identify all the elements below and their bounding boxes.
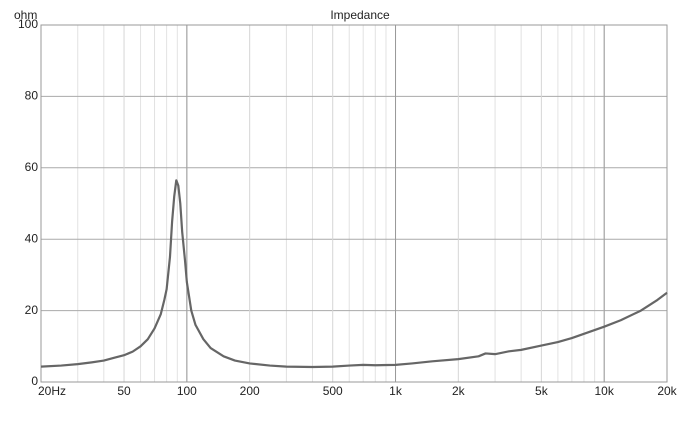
x-tick-label: 20k <box>657 384 677 398</box>
plot-border <box>40 24 668 383</box>
impedance-line <box>40 179 668 369</box>
y-tick-label: 20 <box>25 303 39 317</box>
x-tick-label: 20Hz <box>38 384 66 398</box>
x-tick-label: 5k <box>535 384 549 398</box>
y-tick-label: 60 <box>25 160 39 174</box>
x-tick-label: 10k <box>595 384 615 398</box>
y-axis-label: ohm <box>14 8 37 22</box>
x-tick-label: 2k <box>452 384 466 398</box>
x-tick-label: 50 <box>117 384 131 398</box>
y-tick-label: 80 <box>25 89 39 103</box>
y-tick-label: 100 <box>18 17 38 31</box>
y-tick-label: 40 <box>25 231 39 245</box>
x-tick-label: 200 <box>240 384 260 398</box>
chart-title: Impedance <box>330 8 390 22</box>
x-tick-label: 500 <box>323 384 343 398</box>
y-tick-label: 0 <box>31 374 38 388</box>
x-tick-label: 100 <box>177 384 197 398</box>
x-tick-label: 1k <box>389 384 403 398</box>
